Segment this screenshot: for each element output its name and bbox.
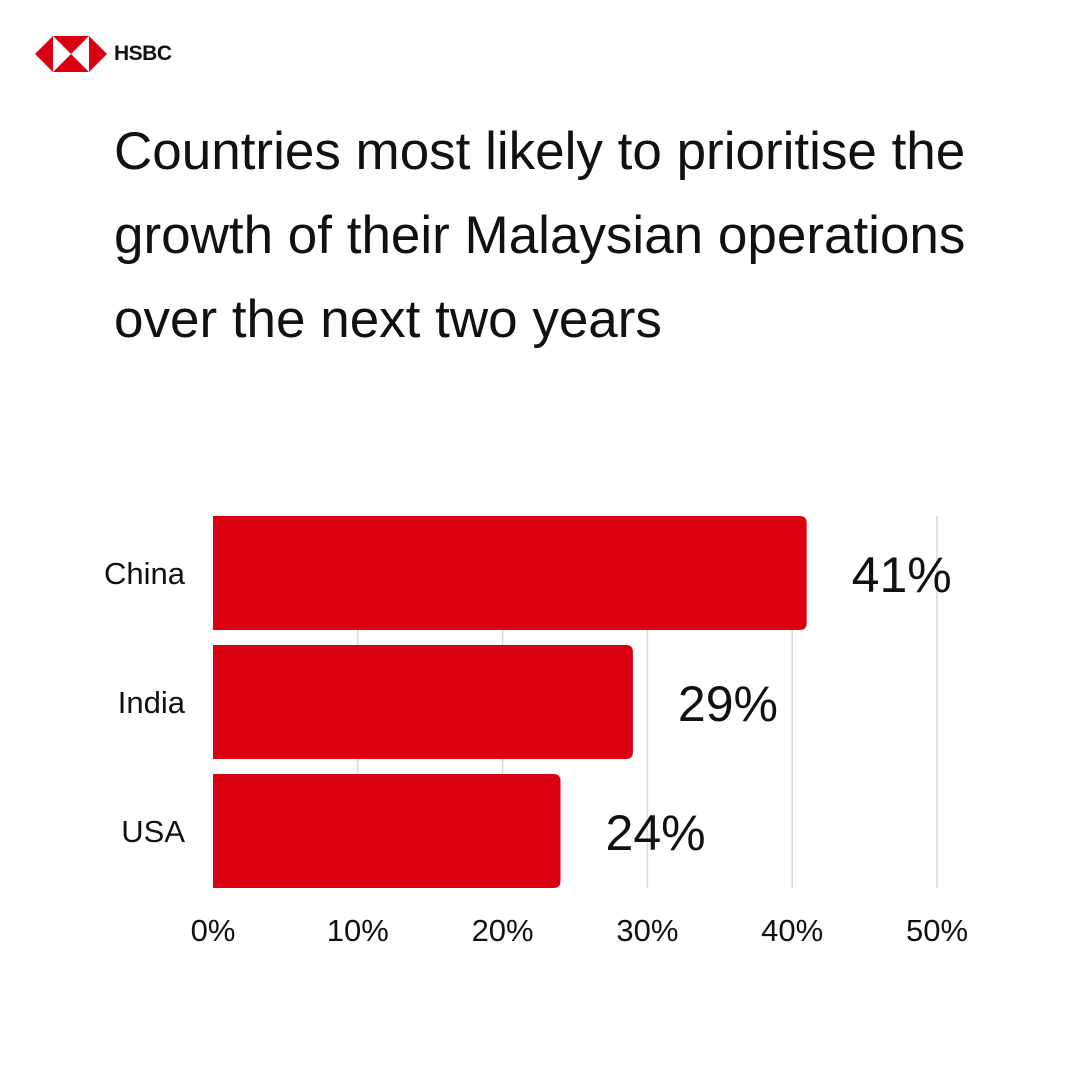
hsbc-hexagon-icon: [35, 36, 107, 72]
value-label: 41%: [852, 547, 952, 603]
x-tick-label: 0%: [191, 913, 236, 948]
category-label: China: [104, 556, 186, 591]
bar-usa: [213, 774, 561, 888]
hsbc-logo: HSBC: [35, 36, 172, 72]
x-tick-label: 40%: [761, 913, 823, 948]
bar-india: [213, 645, 633, 759]
hsbc-wordmark: HSBC: [114, 42, 172, 65]
value-label: 24%: [606, 805, 706, 861]
chart-title: Countries most likely to prioritise the …: [114, 122, 966, 349]
bar-china: [213, 516, 807, 630]
x-tick-label: 30%: [616, 913, 678, 948]
x-tick-label: 10%: [327, 913, 389, 948]
labels: 0% 10% 20% 30% 40% 50% China 41% India 29% USA 24%: [104, 547, 968, 948]
category-label: USA: [121, 814, 185, 849]
bars: [213, 516, 807, 888]
value-label: 29%: [678, 676, 778, 732]
x-tick-label: 50%: [906, 913, 968, 948]
category-label: India: [118, 685, 186, 720]
x-tick-label: 20%: [472, 913, 534, 948]
